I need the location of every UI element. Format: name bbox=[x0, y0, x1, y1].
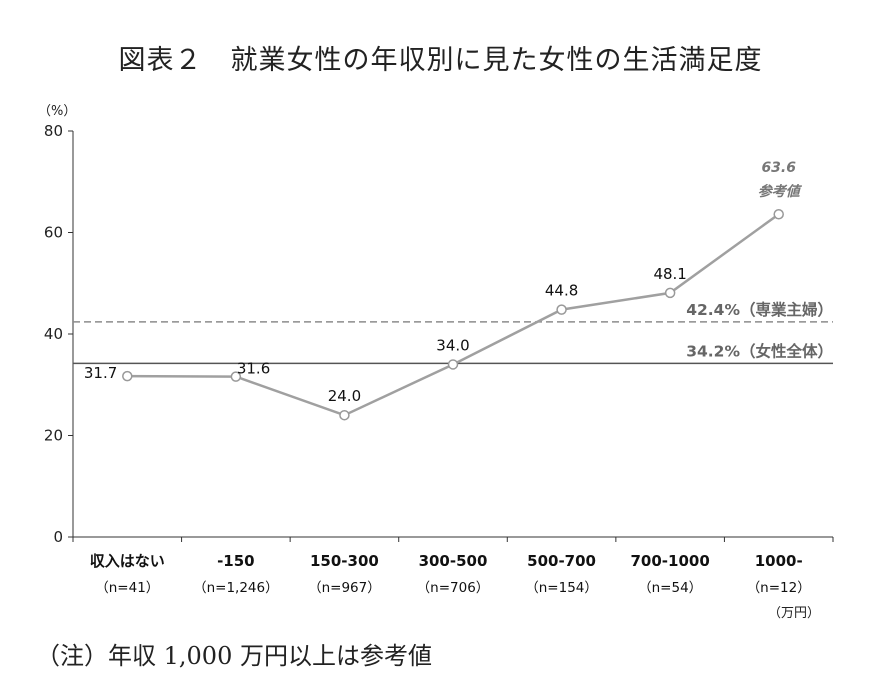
y-tick-label: 40 bbox=[44, 325, 63, 343]
data-label: 24.0 bbox=[328, 387, 361, 405]
x-category-label: 700-1000 bbox=[630, 552, 709, 570]
data-label: 31.6 bbox=[237, 360, 270, 378]
data-label: 48.1 bbox=[653, 265, 686, 283]
data-point-marker bbox=[339, 409, 350, 421]
data-point-marker bbox=[773, 208, 784, 220]
x-category-label: 150-300 bbox=[310, 552, 379, 570]
series-line bbox=[127, 213, 780, 417]
y-tick-label: 0 bbox=[53, 528, 63, 546]
data-point-marker bbox=[556, 304, 567, 315]
x-sample-size-label: （n=54） bbox=[638, 580, 702, 596]
reference-value-note: 参考値 bbox=[758, 183, 803, 200]
reference-line-label: 34.2%（女性全体） bbox=[686, 341, 833, 360]
y-axis-unit: （%） bbox=[38, 104, 76, 119]
x-sample-size-label: （n=41） bbox=[95, 580, 159, 596]
x-category-label: 500-700 bbox=[527, 552, 596, 570]
y-tick-label: 60 bbox=[44, 224, 63, 242]
y-ticks: 0 20 40 60 80 bbox=[44, 122, 74, 546]
data-point-marker bbox=[447, 359, 459, 370]
x-sample-size-label: （n=967） bbox=[308, 580, 381, 596]
y-tick-label: 20 bbox=[44, 427, 63, 445]
data-point-marker bbox=[230, 371, 242, 382]
x-sample-size-label: （n=154） bbox=[525, 580, 598, 596]
x-sample-size-label: （n=1,246） bbox=[193, 580, 279, 596]
data-point-marker bbox=[122, 370, 133, 382]
footnote: （注）年収 1,000 万円以上は参考値 bbox=[36, 642, 432, 670]
data-series: 31.7 31.6 24.0 34.0 44.8 48.1 63.6 参考値 bbox=[84, 160, 803, 421]
x-sample-size-label: （n=706） bbox=[417, 580, 490, 596]
x-category-label: 300-500 bbox=[419, 552, 488, 570]
y-axis: （%） bbox=[38, 104, 76, 119]
data-point-marker bbox=[664, 287, 676, 299]
data-label: 31.7 bbox=[84, 364, 117, 382]
data-label: 34.0 bbox=[436, 336, 469, 354]
x-axis: 収入はない （n=41） -150 （n=1,246） 150-300 （n=967） 30… bbox=[72, 536, 834, 596]
x-category-label: 1000- bbox=[755, 552, 803, 570]
reference-line-label: 42.4%（専業主婦） bbox=[686, 300, 833, 319]
x-category-label: 収入はない bbox=[90, 552, 165, 570]
data-label: 63.6 bbox=[761, 160, 796, 176]
x-sample-size-label: （n=12） bbox=[747, 580, 811, 596]
chart-title: 図表２ 就業女性の年収別に見た女性の生活満足度 bbox=[118, 45, 763, 76]
x-axis-unit: （万円） bbox=[768, 606, 820, 621]
y-tick-label: 80 bbox=[44, 122, 63, 140]
data-label: 44.8 bbox=[545, 282, 578, 300]
x-category-label: -150 bbox=[217, 552, 255, 570]
line-chart: （%） 0 20 40 60 80 収入はない （n=41） -150 （n=1,246） 15… bbox=[38, 104, 834, 621]
